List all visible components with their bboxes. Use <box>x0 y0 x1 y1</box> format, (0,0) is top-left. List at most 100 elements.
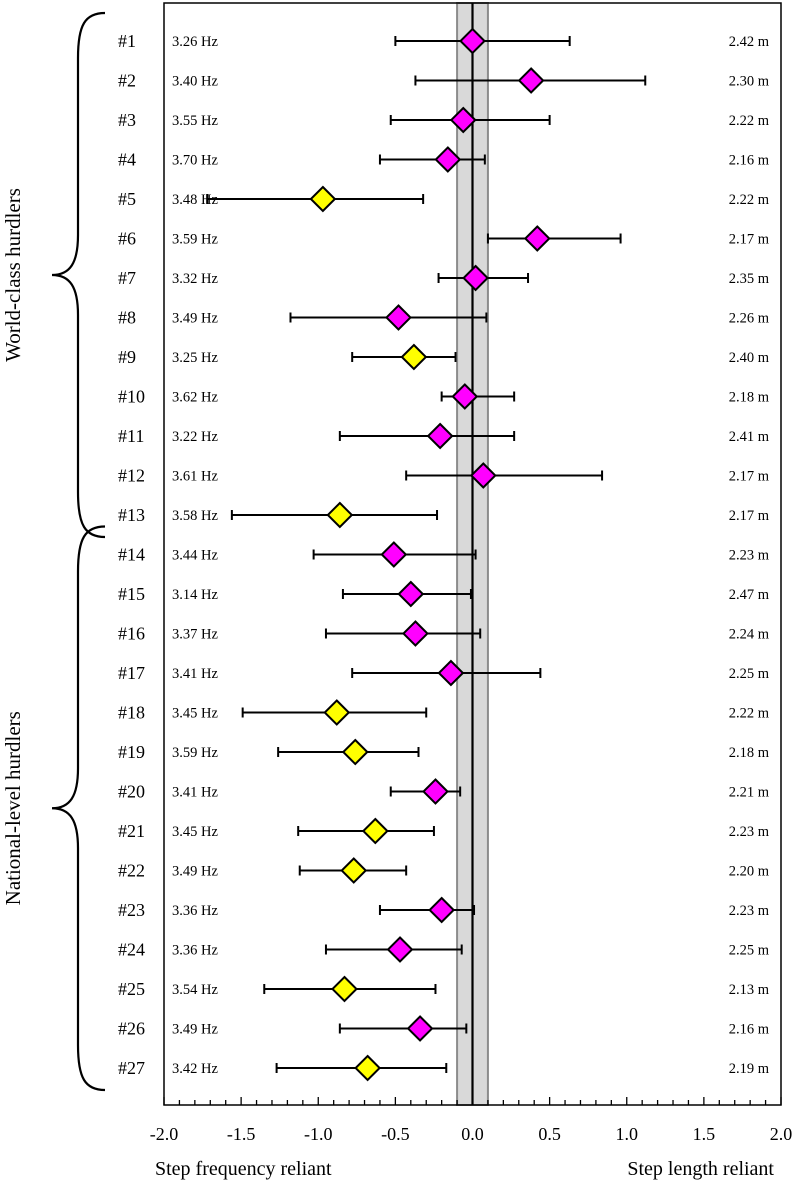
row-id-label: #4 <box>118 150 136 170</box>
data-row: #9 3.25 Hz 2.40 m <box>118 343 770 371</box>
step-frequency-label: 3.41 Hz <box>172 666 218 682</box>
data-point-marker <box>309 185 337 213</box>
data-point-marker <box>426 422 454 450</box>
data-point-marker <box>437 659 465 687</box>
step-length-label: 2.16 m <box>729 1022 770 1038</box>
data-point-marker <box>341 738 369 766</box>
x-label-left: Step frequency reliant <box>155 1158 332 1180</box>
data-row: #1 3.26 Hz 2.42 m <box>118 27 770 55</box>
step-frequency-label: 3.22 Hz <box>172 429 218 445</box>
data-row: #5 3.48 Hz 2.22 m <box>118 185 770 213</box>
data-row: #11 3.22 Hz 2.41 m <box>118 422 770 450</box>
row-id-label: #5 <box>118 189 136 209</box>
step-length-label: 2.25 m <box>729 943 770 959</box>
step-length-label: 2.25 m <box>729 666 770 682</box>
step-length-label: 2.17 m <box>729 508 770 524</box>
data-row: #19 3.59 Hz 2.18 m <box>118 738 770 766</box>
data-row: #27 3.42 Hz 2.19 m <box>118 1054 770 1082</box>
data-row: #4 3.70 Hz 2.16 m <box>118 146 770 173</box>
step-frequency-label: 3.45 Hz <box>172 824 218 840</box>
step-frequency-label: 3.70 Hz <box>172 153 218 169</box>
step-length-label: 2.30 m <box>729 74 770 90</box>
step-frequency-label: 3.32 Hz <box>172 271 218 287</box>
row-id-label: #22 <box>118 861 145 881</box>
x-tick-label: 0.0 <box>461 1124 484 1144</box>
step-length-label: 2.18 m <box>729 745 770 761</box>
data-point-marker <box>422 778 449 805</box>
data-point-marker <box>406 1015 434 1042</box>
data-point-marker <box>326 501 354 529</box>
data-point-marker <box>354 1054 382 1082</box>
x-tick-label: -1.5 <box>227 1124 256 1144</box>
data-row: #23 3.36 Hz 2.23 m <box>118 896 770 924</box>
data-row: #10 3.62 Hz 2.18 m <box>118 383 770 410</box>
step-length-label: 2.16 m <box>729 153 770 169</box>
step-frequency-label: 3.49 Hz <box>172 864 218 880</box>
step-length-label: 2.35 m <box>729 271 770 287</box>
data-row: #16 3.37 Hz 2.24 m <box>118 620 770 647</box>
data-row: #25 3.54 Hz 2.13 m <box>118 975 770 1003</box>
row-id-label: #18 <box>118 703 145 723</box>
data-point-marker <box>469 462 497 489</box>
row-id-label: #26 <box>118 1019 145 1039</box>
step-length-label: 2.19 m <box>729 1061 770 1077</box>
step-length-label: 2.17 m <box>729 469 770 485</box>
data-point-marker <box>400 343 428 371</box>
row-id-label: #16 <box>118 624 145 644</box>
step-length-label: 2.18 m <box>729 390 770 406</box>
row-id-label: #1 <box>118 31 136 51</box>
row-id-label: #10 <box>118 387 145 407</box>
step-frequency-label: 3.14 Hz <box>172 587 218 603</box>
group-brace <box>51 525 106 1092</box>
row-id-label: #23 <box>118 900 145 920</box>
group-label: National-level hurdlers <box>1 711 25 905</box>
data-row: #3 3.55 Hz 2.22 m <box>118 106 770 134</box>
step-frequency-label: 3.37 Hz <box>172 627 218 643</box>
data-point-marker <box>331 975 358 1003</box>
data-row: #2 3.40 Hz 2.30 m <box>118 67 770 94</box>
row-id-label: #24 <box>118 940 145 960</box>
rows-layer: #1 3.26 Hz 2.42 m #2 3.40 Hz 2.30 m #3 3.55 Hz 2… <box>118 27 770 1082</box>
data-point-marker <box>434 146 462 173</box>
row-id-label: #2 <box>118 71 136 91</box>
row-id-label: #9 <box>118 347 136 367</box>
step-frequency-label: 3.49 Hz <box>172 311 218 327</box>
step-frequency-label: 3.49 Hz <box>172 1022 218 1038</box>
step-frequency-label: 3.36 Hz <box>172 903 218 919</box>
step-length-label: 2.23 m <box>729 824 770 840</box>
data-point-marker <box>361 817 389 845</box>
step-frequency-label: 3.44 Hz <box>172 548 218 564</box>
x-label-right: Step length reliant <box>627 1158 774 1180</box>
row-id-label: #8 <box>118 308 136 328</box>
step-length-label: 2.20 m <box>729 864 770 880</box>
x-axis: -2.0 -1.5 -1.0 -0.5 0.0 0.5 1.0 1.5 2.0 <box>150 1097 792 1144</box>
step-frequency-label: 3.62 Hz <box>172 390 218 406</box>
step-length-label: 2.40 m <box>729 350 770 366</box>
group-label: World-class hurdlers <box>1 188 25 362</box>
data-row: #8 3.49 Hz 2.26 m <box>118 304 770 331</box>
data-row: #6 3.59 Hz 2.17 m <box>118 225 770 252</box>
step-frequency-label: 3.58 Hz <box>172 508 218 524</box>
data-point-marker <box>380 541 408 568</box>
data-point-marker <box>385 304 412 331</box>
data-point-marker <box>340 857 368 884</box>
row-id-label: #25 <box>118 979 145 999</box>
x-tick-label: -2.0 <box>150 1124 179 1144</box>
data-point-marker <box>397 580 425 608</box>
x-tick-label: 0.5 <box>538 1124 561 1144</box>
row-id-label: #19 <box>118 742 145 762</box>
step-length-label: 2.17 m <box>729 232 770 248</box>
step-frequency-label: 3.40 Hz <box>172 74 218 90</box>
row-id-label: #3 <box>118 110 136 130</box>
step-length-label: 2.13 m <box>729 982 770 998</box>
row-id-label: #12 <box>118 466 145 486</box>
data-point-marker <box>449 106 477 134</box>
data-point-marker <box>462 264 489 292</box>
data-row: #22 3.49 Hz 2.20 m <box>118 857 770 884</box>
data-point-marker <box>386 936 414 963</box>
row-id-label: #15 <box>118 584 145 604</box>
step-frequency-label: 3.42 Hz <box>172 1061 218 1077</box>
data-row: #21 3.45 Hz 2.23 m <box>118 817 770 845</box>
row-id-label: #6 <box>118 229 136 249</box>
